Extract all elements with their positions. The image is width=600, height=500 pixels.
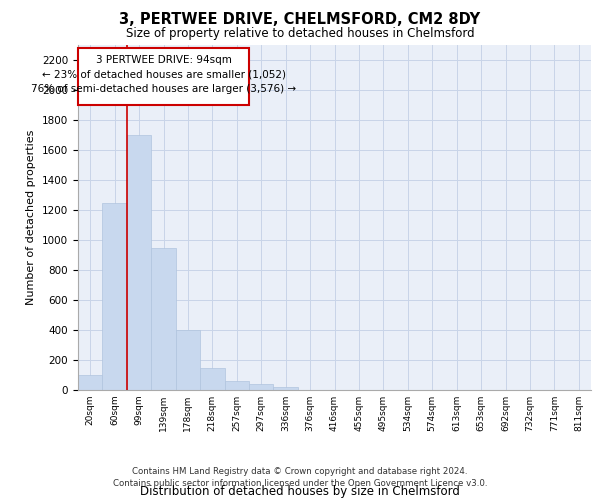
- Text: ← 23% of detached houses are smaller (1,052): ← 23% of detached houses are smaller (1,…: [42, 69, 286, 79]
- Text: Size of property relative to detached houses in Chelmsford: Size of property relative to detached ho…: [125, 28, 475, 40]
- Y-axis label: Number of detached properties: Number of detached properties: [26, 130, 37, 305]
- FancyBboxPatch shape: [79, 48, 249, 105]
- Bar: [103, 202, 127, 390]
- Bar: [200, 368, 224, 390]
- Bar: [78, 375, 103, 390]
- Text: Distribution of detached houses by size in Chelmsford: Distribution of detached houses by size …: [140, 484, 460, 498]
- Text: 3, PERTWEE DRIVE, CHELMSFORD, CM2 8DY: 3, PERTWEE DRIVE, CHELMSFORD, CM2 8DY: [119, 12, 481, 28]
- Bar: [249, 384, 274, 390]
- Bar: [151, 248, 176, 390]
- Bar: [176, 330, 200, 390]
- Text: 3 PERTWEE DRIVE: 94sqm: 3 PERTWEE DRIVE: 94sqm: [96, 54, 232, 64]
- Bar: [274, 387, 298, 390]
- Text: Contains public sector information licensed under the Open Government Licence v3: Contains public sector information licen…: [113, 478, 487, 488]
- Text: Contains HM Land Registry data © Crown copyright and database right 2024.: Contains HM Land Registry data © Crown c…: [132, 467, 468, 476]
- Bar: [224, 381, 249, 390]
- Bar: [127, 135, 151, 390]
- Text: 76% of semi-detached houses are larger (3,576) →: 76% of semi-detached houses are larger (…: [31, 84, 296, 94]
